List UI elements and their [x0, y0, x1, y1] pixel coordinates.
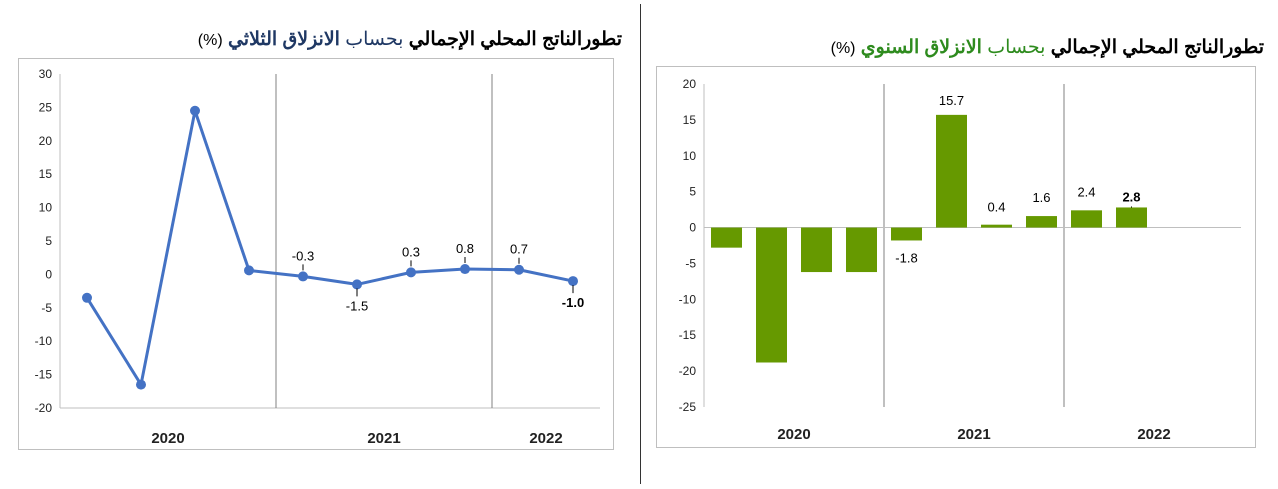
right-y-tick-label: -10	[679, 292, 697, 306]
left-y-tick-label: 30	[39, 67, 53, 81]
left-chart-panel: تطورالناتج المحلي الإجمالي بحساب الانزلا…	[18, 28, 622, 450]
left-y-tick-label: -20	[35, 401, 53, 415]
left-y-tick-label: -15	[35, 368, 53, 382]
left-data-point	[244, 265, 254, 276]
right-data-label: 1.6	[1032, 190, 1050, 205]
left-y-tick-label: -10	[35, 334, 53, 348]
left-data-point	[82, 292, 92, 303]
left-line-chart: 30 25 20 15 10 5 0 -5 -10 -15 -20 2020 2021 2022 -0.3 -…	[35, 67, 600, 447]
left-data-label: -1.0	[562, 295, 584, 310]
right-title-main: تطورالناتج المحلي الإجمالي	[1050, 37, 1264, 58]
right-bar	[891, 227, 922, 241]
left-data-point	[190, 105, 200, 116]
right-y-tick-label: -20	[679, 364, 697, 378]
right-y-tick-label: 20	[683, 77, 697, 91]
right-data-label: 2.4	[1077, 184, 1095, 199]
right-bar	[801, 227, 832, 273]
left-y-tick-label: 5	[45, 234, 52, 248]
left-data-label: -1.5	[346, 298, 368, 313]
left-y-tick-label: 15	[39, 167, 53, 181]
right-y-tick-label: 0	[689, 221, 696, 235]
right-year-label: 2021	[957, 426, 990, 443]
left-chart-frame: 30 25 20 15 10 5 0 -5 -10 -15 -20 2020 2021 2022 -0.3 -…	[18, 58, 614, 450]
left-y-tick-label: 0	[45, 267, 52, 281]
right-title-method: الانزلاق السنوي	[860, 37, 982, 58]
left-y-tick-label: 20	[39, 134, 53, 148]
left-data-label: 0.3	[402, 244, 420, 259]
right-y-tick-label: -25	[679, 400, 697, 414]
right-y-tick-label: -15	[679, 328, 697, 342]
right-bar-chart: 20 15 10 5 0 -5 -10 -15 -20 -25 2020 2021 2022 -1.8 15…	[679, 77, 1241, 443]
left-data-point	[568, 276, 578, 287]
left-year-label: 2022	[529, 430, 562, 447]
left-data-label: 0.8	[456, 241, 474, 256]
right-bar	[981, 224, 1012, 228]
right-year-label: 2020	[777, 426, 810, 443]
right-data-label: 15.7	[939, 93, 964, 108]
left-data-point	[298, 271, 308, 282]
right-bar	[1071, 210, 1102, 228]
left-title-main: تطورالناتج المحلي الإجمالي	[408, 29, 622, 50]
left-y-tick-label: -5	[41, 301, 52, 315]
left-data-label: -0.3	[292, 248, 314, 263]
left-title-unit: (%)	[197, 32, 223, 49]
left-title-by: بحساب	[345, 29, 404, 50]
right-bar	[756, 227, 787, 363]
right-data-label: 2.8	[1122, 189, 1140, 204]
right-bar	[711, 227, 742, 248]
right-chart-panel: تطورالناتج المحلي الإجمالي بحساب الانزلا…	[642, 0, 1278, 489]
left-data-point	[514, 264, 524, 275]
left-data-point	[136, 379, 146, 390]
left-series-line	[85, 109, 574, 387]
left-title-method: الانزلاق الثلاثي	[227, 29, 340, 50]
right-y-tick-label: 5	[689, 185, 696, 199]
left-data-point	[406, 267, 416, 278]
left-data-label: 0.7	[510, 242, 528, 257]
right-bar	[1116, 207, 1147, 228]
right-title-unit: (%)	[830, 40, 856, 57]
right-chart-frame: 20 15 10 5 0 -5 -10 -15 -20 -25 2020 2021 2022 -1.8 15…	[656, 66, 1256, 448]
left-year-label: 2020	[151, 430, 184, 447]
right-y-tick-label: 10	[683, 149, 697, 163]
right-data-label: -1.8	[895, 250, 917, 265]
right-title-by: بحساب	[987, 37, 1046, 58]
right-y-tick-label: -5	[685, 256, 696, 270]
right-y-tick-label: 15	[683, 113, 697, 127]
left-y-tick-label: 25	[39, 100, 53, 114]
left-data-point	[460, 264, 470, 275]
left-year-label: 2021	[367, 430, 400, 447]
right-chart-title: تطورالناتج المحلي الإجمالي بحساب الانزلا…	[831, 36, 1264, 59]
left-data-point	[352, 279, 362, 290]
panel-divider	[640, 4, 641, 484]
right-year-label: 2022	[1137, 426, 1170, 443]
right-bar	[846, 227, 877, 273]
left-y-tick-label: 10	[39, 201, 53, 215]
right-bar	[1026, 216, 1057, 228]
right-data-label: 0.4	[987, 200, 1005, 215]
left-chart-title: تطورالناتج المحلي الإجمالي بحساب الانزلا…	[198, 28, 622, 51]
right-bar	[936, 114, 967, 228]
